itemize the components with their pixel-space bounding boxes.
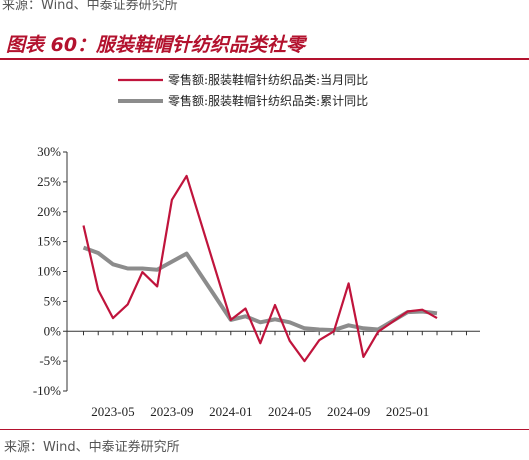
x-tick-label-3: 2024-05: [268, 404, 311, 419]
title-divider: [0, 58, 529, 60]
y-tick-label-4: 10%: [37, 264, 61, 279]
y-tick-label-8: 30%: [37, 144, 61, 159]
footer-divider: [0, 429, 529, 430]
series-line-0: [82, 174, 438, 363]
y-tick-label-5: 15%: [37, 234, 61, 249]
x-tick-label-0: 2023-05: [91, 404, 134, 419]
x-tick-label-1: 2023-09: [150, 404, 193, 419]
plot-area: -10% -5% 0% 5% 10% 15% 20% 25% 30% 2023-05 2023-09…: [33, 144, 480, 419]
source-note-bottom: 来源：Wind、中泰证券研究所: [4, 440, 180, 455]
legend-label-1: 零售额:服装鞋帽针纺织品类:累计同比: [168, 93, 368, 108]
y-tick-label-7: 25%: [37, 174, 61, 189]
y-tick-label-1: -5%: [39, 353, 61, 368]
x-tick-label-5: 2025-01: [386, 404, 429, 419]
y-tick-label-2: 0%: [44, 323, 62, 338]
x-tick-label-4: 2024-09: [327, 404, 370, 419]
y-tick-label-0: -10%: [33, 383, 61, 398]
source-note-top: 来源：Wind、中泰证券研究所: [2, 0, 178, 13]
y-tick-label-6: 20%: [37, 204, 61, 219]
series-line-1: [82, 245, 438, 333]
y-tick-label-3: 5%: [44, 293, 62, 308]
legend-label-0: 零售额:服装鞋帽针纺织品类:当月同比: [168, 72, 368, 87]
x-tick-label-2: 2024-01: [209, 404, 252, 419]
figure-title: 图表 60：服装鞋帽针纺织品类社零: [6, 34, 306, 56]
